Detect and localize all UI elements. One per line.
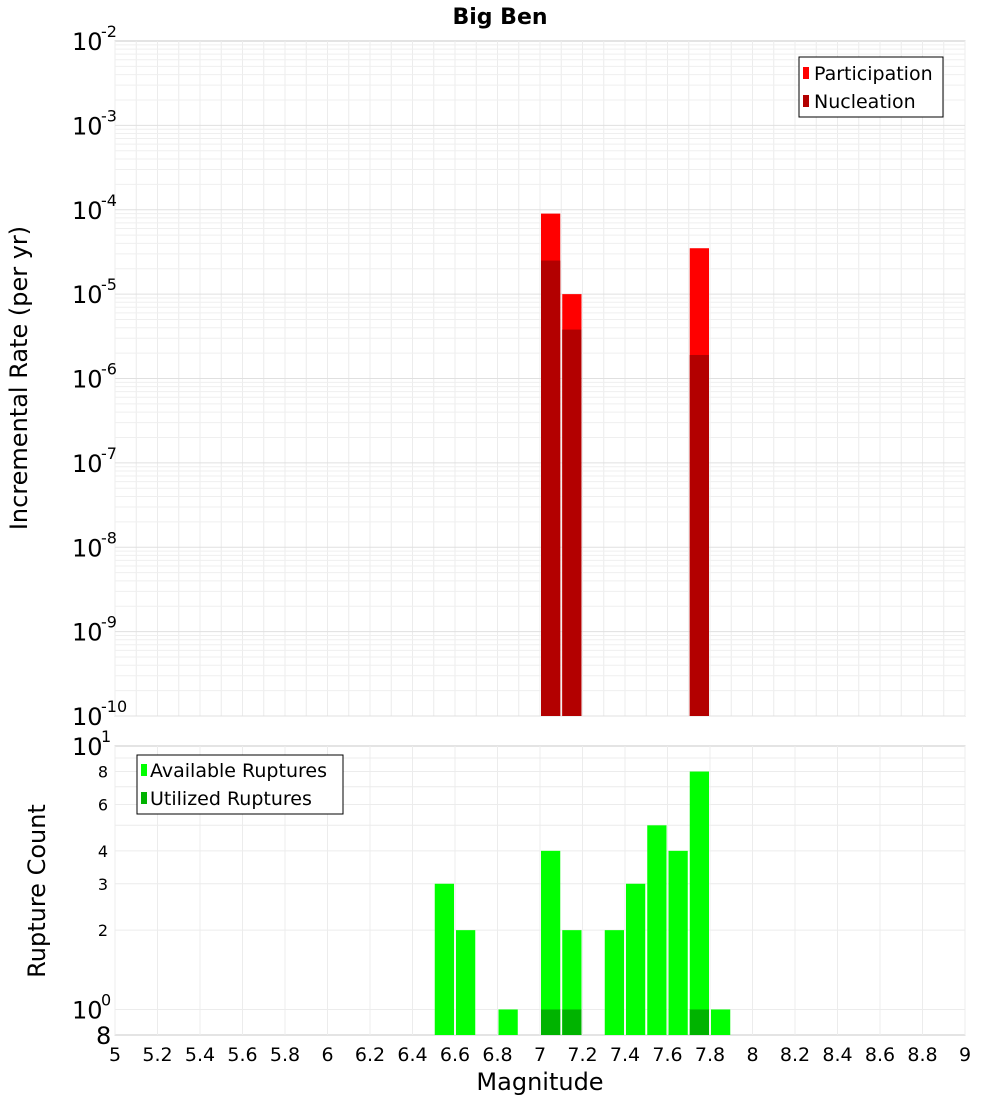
top-y-tick-base: 10 [72,112,103,140]
available-ruptures-bar [668,850,688,1035]
top-grid [114,41,966,717]
top-y-tick-base: 10 [72,534,103,562]
x-tick-label: 6.6 [440,1044,470,1066]
top-bars [541,213,709,717]
available-ruptures-bar [626,883,646,1035]
x-tick-label: 7.4 [610,1044,640,1066]
x-tick-label: 5.4 [185,1044,215,1066]
top-y-tick-base: 10 [72,366,103,394]
utilized-ruptures-bar [541,1009,561,1035]
legend-label-participation: Participation [814,63,933,85]
available-ruptures-bar [711,1009,731,1035]
bottom-y-axis-label: Rupture Count [23,804,51,978]
legend-swatch-nucleation [803,95,809,107]
x-tick-label: 6.2 [355,1044,385,1066]
x-tick-label: 8 [746,1044,758,1066]
bottom-y-tick-exponent: 1 [101,727,111,746]
top-legend-box [798,56,944,118]
nucleation-bar [541,260,561,716]
top-y-tick-exponent: -5 [101,275,117,294]
legend-label-utilized: Utilized Ruptures [150,788,312,810]
x-tick-label: 8.2 [780,1044,810,1066]
x-tick-label: 6.8 [482,1044,512,1066]
bottom-y-tick-label: 4 [98,842,108,861]
bottom-y-tick-label: 8 [98,763,108,782]
x-tick-label: 7.2 [567,1044,597,1066]
top-y-tick-base: 10 [72,619,103,647]
x-tick-label: 6 [321,1044,333,1066]
top-y-tick-exponent: -10 [101,697,127,716]
x-tick-label: 8.4 [822,1044,852,1066]
x-tick-label: 5.6 [227,1044,257,1066]
bottom-legend-box [136,754,344,815]
top-y-tick-base: 10 [72,450,103,478]
bottom-y-tick-floor: 8 [96,1022,111,1050]
x-tick-label: 8.8 [907,1044,937,1066]
available-ruptures-bar [434,883,454,1035]
x-tick-label: 5 [109,1044,121,1066]
legend-swatch-participation [803,67,809,79]
top-y-tick-exponent: -4 [101,191,117,210]
x-tick-label: 5.8 [270,1044,300,1066]
top-y-tick-base: 10 [72,703,103,731]
top-y-tick-base: 10 [72,28,103,56]
legend-swatch-utilized [141,792,147,804]
bottom-legend: Available Ruptures Utilized Ruptures [136,754,344,815]
bottom-y-tick-exponent: 0 [101,990,111,1009]
bottom-y-tick-label: 6 [98,795,108,814]
available-ruptures-bar [541,850,561,1035]
bottom-y-tick-label: 3 [98,875,108,894]
top-y-tick-exponent: -6 [101,360,117,379]
bottom-y-tick-label: 2 [98,921,108,940]
bottom-y-tick-base: 10 [72,733,103,761]
top-y-tick-exponent: -2 [101,22,117,41]
x-axis-label: Magnitude [476,1068,603,1096]
legend-label-nucleation: Nucleation [814,91,916,113]
legend-swatch-available [141,764,147,776]
x-tick-label: 7.8 [695,1044,725,1066]
top-y-tick-exponent: -3 [101,106,117,125]
top-y-tick-exponent: -7 [101,444,117,463]
available-ruptures-bar [562,930,582,1035]
x-tick-label: 7 [534,1044,546,1066]
top-y-tick-exponent: -9 [101,613,117,632]
available-ruptures-bar [456,930,476,1035]
x-tick-label: 6.4 [397,1044,427,1066]
top-y-tick-base: 10 [72,197,103,225]
x-tick-label: 5.2 [142,1044,172,1066]
nucleation-bar [689,354,709,716]
top-y-tick-base: 10 [72,281,103,309]
top-y-tick-exponent: -8 [101,528,117,547]
x-tick-label: 7.6 [652,1044,682,1066]
top-y-axis-label: Incremental Rate (per yr) [5,226,33,530]
available-ruptures-bar [498,1009,518,1035]
available-ruptures-bar [604,930,624,1035]
available-ruptures-bar [689,771,709,1035]
available-ruptures-bar [647,825,667,1035]
legend-label-available: Available Ruptures [150,760,327,782]
utilized-ruptures-bar [689,1009,709,1035]
chart-title: Big Ben [452,5,547,30]
utilized-ruptures-bar [562,1009,582,1035]
nucleation-bar [562,329,582,716]
x-ticks: 5 5.2 5.4 5.6 5.8 6 6.2 6.4 6.6 6.8 7 7.2 7.4 7.6 7.8 8… [109,1044,971,1066]
top-legend: Participation Nucleation [798,56,944,118]
x-tick-label: 8.6 [865,1044,895,1066]
bottom-y-tick-base: 10 [72,996,103,1024]
bottom-bars [434,771,731,1035]
x-tick-label: 9 [959,1044,971,1066]
